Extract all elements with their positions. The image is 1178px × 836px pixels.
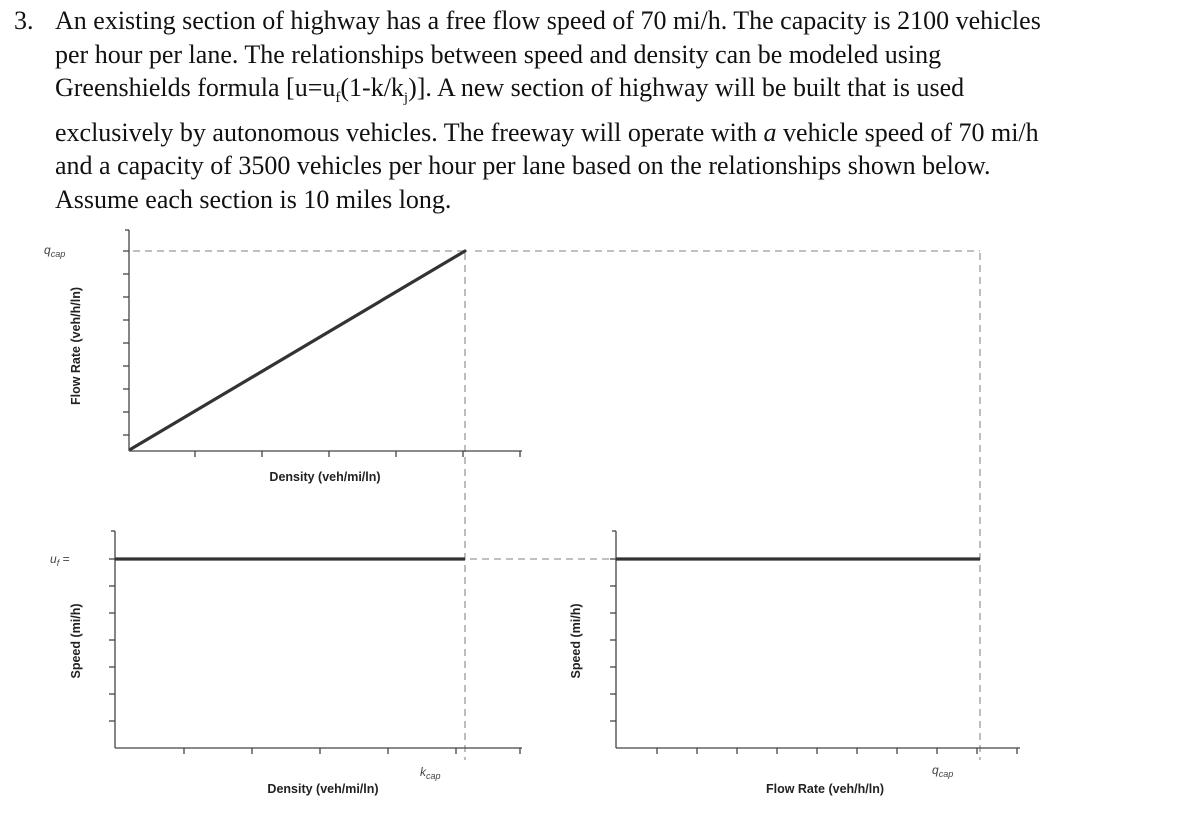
chart1-qcap-marker: qcap [44, 243, 65, 259]
problem-line-3-sub-j: j [403, 90, 409, 107]
problem-number: 3. [14, 6, 34, 35]
chart2-uf-marker: uf = [50, 552, 70, 568]
chart1-y-label: Flow Rate (veh/h/ln) [69, 287, 83, 405]
chart1-qcap-q: q [44, 243, 51, 257]
chart2-kcap-marker: kcap [420, 765, 441, 781]
problem-line-4-emphasis: a [763, 117, 777, 147]
chart2-x-ticks [183, 748, 521, 754]
problem-line-2: per hour per lane. The relationships bet… [55, 39, 942, 69]
chart3-y-ticks [610, 558, 616, 722]
chart3-y-label: Speed (mi/h) [569, 603, 583, 678]
problem-line-1: An existing section of highway has a fre… [55, 6, 1041, 35]
chart2-uf-sub: f [57, 558, 61, 568]
chart1-qcap-sub: cap [51, 249, 66, 259]
guide-lines [133, 250, 981, 760]
chart2-kcap-sub: cap [426, 771, 441, 781]
chart1-x-ticks [194, 451, 521, 457]
chart1-axes [123, 229, 522, 457]
chart2-axes [109, 530, 522, 754]
chart-speed-flow: Flow Rate (veh/h/ln) Speed (mi/h) qcap [569, 530, 1020, 796]
chart3-qcap-sub: cap [939, 769, 954, 779]
chart2-uf-u: u [50, 552, 57, 566]
chart2-y-label: Speed (mi/h) [69, 603, 83, 678]
chart1-flow-line [129, 249, 467, 451]
chart3-qcap-marker: qcap [932, 763, 953, 779]
chart3-x-label: Flow Rate (veh/h/ln) [766, 782, 884, 796]
problem-line-3-text-c: )]. A new section of highway will be bui… [408, 73, 965, 102]
problem-line-4: exclusively by autonomous vehicles. The … [14, 116, 1164, 150]
problem-line-3-text-b: (1-k/k [340, 73, 404, 102]
chart2-kcap-k: k [420, 765, 427, 779]
chart3-x-ticks [656, 748, 1018, 754]
chart1-x-label: Density (veh/mi/ln) [269, 470, 380, 484]
problem-line-4-text-a: exclusively by autonomous vehicles. The … [55, 117, 764, 147]
problem-line-3: Greenshields formula [u=uf(1-k/kj)]. A n… [14, 71, 1164, 116]
problem-line-3-text-a: Greenshields formula [u=u [55, 73, 336, 102]
problem-line-6: Assume each section is 10 miles long. [55, 184, 452, 214]
chart-flow-density: Density (veh/mi/ln) Flow Rate (veh/h/ln)… [44, 229, 522, 484]
problem-line-5: and a capacity of 3500 vehicles per hour… [55, 151, 991, 181]
problem-statement: 3. An existing section of highway has a … [14, 4, 1164, 216]
chart2-uf-suffix: = [59, 552, 69, 566]
chart3-axes [610, 530, 1020, 754]
chart2-x-label: Density (veh/mi/ln) [267, 782, 378, 796]
chart1-y-ticks [123, 250, 129, 436]
chart2-y-ticks [109, 558, 115, 722]
problem-line-3-sub-f: f [335, 90, 341, 107]
problem-line-4-text-b: vehicle speed of 70 mi/h [776, 117, 1039, 147]
chart-speed-density: Density (veh/mi/ln) Speed (mi/h) uf = kc… [50, 530, 522, 796]
chart3-qcap-q: q [932, 763, 939, 777]
